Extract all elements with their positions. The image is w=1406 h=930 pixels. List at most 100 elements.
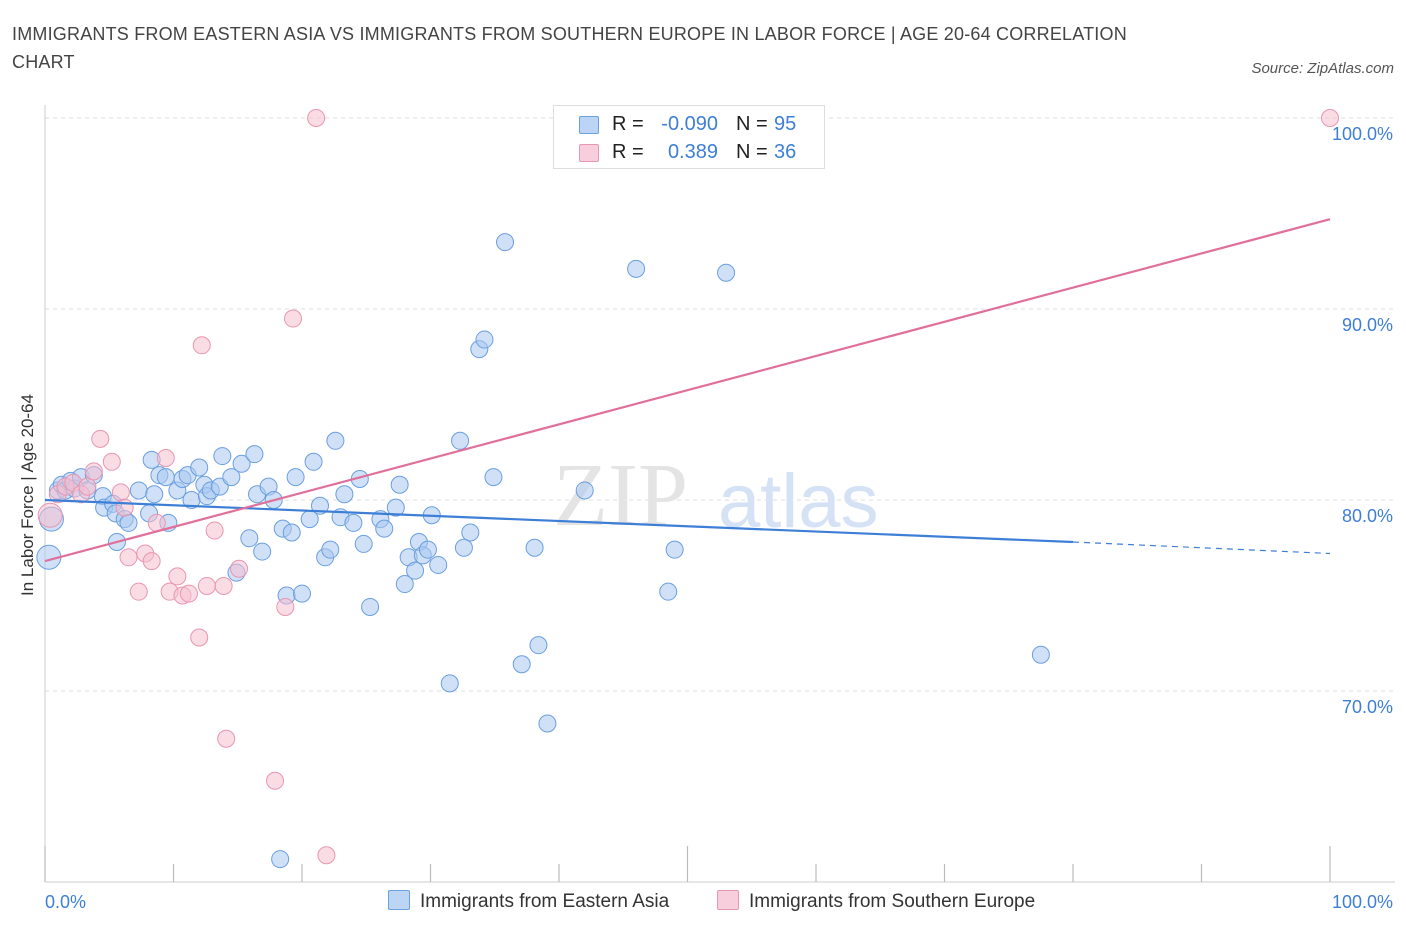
point-eastern-asia xyxy=(575,481,594,500)
point-eastern-asia xyxy=(361,597,380,616)
point-southern-europe xyxy=(217,729,236,748)
point-eastern-asia xyxy=(326,431,345,450)
point-southern-europe xyxy=(190,628,209,647)
point-southern-europe xyxy=(129,582,148,601)
legend-r-value: -0.090 xyxy=(661,113,718,135)
legend-n-value: 36 xyxy=(774,141,797,163)
point-southern-europe xyxy=(102,452,121,471)
point-southern-europe xyxy=(142,552,161,571)
point-eastern-asia xyxy=(354,534,373,553)
point-eastern-asia xyxy=(461,523,480,542)
point-eastern-asia xyxy=(286,468,305,487)
point-eastern-asia xyxy=(335,485,354,504)
chart-title: IMMIGRANTS FROM EASTERN ASIA VS IMMIGRAN… xyxy=(12,24,1127,72)
point-southern-europe xyxy=(37,502,63,528)
y-tick-label: 90.0% xyxy=(1342,315,1393,335)
point-eastern-asia xyxy=(717,263,736,282)
point-southern-europe xyxy=(307,109,326,127)
point-southern-europe xyxy=(317,846,336,865)
watermark-zip: ZIP xyxy=(553,446,688,545)
point-eastern-asia xyxy=(429,555,448,574)
point-eastern-asia xyxy=(627,259,646,278)
point-southern-europe xyxy=(266,771,285,790)
point-southern-europe xyxy=(214,576,233,595)
point-southern-europe xyxy=(230,559,249,578)
point-eastern-asia xyxy=(484,468,503,487)
point-eastern-asia xyxy=(129,481,148,500)
point-eastern-asia xyxy=(665,540,684,559)
legend-swatch-blue xyxy=(579,116,599,134)
series-legend-southern-europe: Immigrants from Southern Europe xyxy=(717,888,1035,916)
point-eastern-asia xyxy=(344,513,363,532)
point-eastern-asia xyxy=(321,540,340,559)
point-eastern-asia xyxy=(386,498,405,517)
point-eastern-asia xyxy=(418,540,437,559)
point-eastern-asia xyxy=(496,233,515,252)
point-eastern-asia xyxy=(451,431,470,450)
trendline-southern-europe xyxy=(44,218,1331,563)
point-eastern-asia xyxy=(659,582,678,601)
series-swatch-pink xyxy=(717,890,739,910)
y-tick-label: 100.0% xyxy=(1332,124,1393,144)
point-eastern-asia xyxy=(282,523,301,542)
trendline-eastern-asia-extension xyxy=(1072,541,1331,555)
y-tick-label: 70.0% xyxy=(1342,697,1393,717)
y-axis-label: In Labor Force | Age 20-64 xyxy=(18,394,37,596)
legend-n-value: 95 xyxy=(774,113,797,135)
point-southern-europe xyxy=(1321,109,1339,127)
point-eastern-asia xyxy=(190,458,209,477)
point-eastern-asia xyxy=(304,452,323,471)
legend-row-southern-europe: R = 0.389 N = 36 xyxy=(554,138,824,166)
legend-r-label: R = xyxy=(612,113,644,135)
point-southern-europe xyxy=(111,483,130,502)
point-southern-europe xyxy=(78,477,97,496)
y-tick-label: 80.0% xyxy=(1342,506,1393,526)
point-eastern-asia xyxy=(395,575,414,594)
point-southern-europe xyxy=(179,584,198,603)
point-eastern-asia xyxy=(475,330,494,349)
series-legend-eastern-asia: Immigrants from Eastern Asia xyxy=(388,888,669,916)
series-swatch-blue xyxy=(388,890,410,910)
point-eastern-asia xyxy=(440,674,459,693)
point-southern-europe xyxy=(84,462,103,481)
point-southern-europe xyxy=(276,597,295,616)
point-eastern-asia xyxy=(529,636,548,655)
legend-r-value: 0.389 xyxy=(667,141,718,163)
legend-n-label: N = xyxy=(736,113,768,135)
legend-row-eastern-asia: R = -0.090 N = 95 xyxy=(554,110,824,138)
point-eastern-asia xyxy=(293,584,311,603)
point-eastern-asia xyxy=(210,477,229,496)
point-eastern-asia xyxy=(156,468,175,487)
legend-r-label: R = xyxy=(612,141,644,163)
point-southern-europe xyxy=(168,567,187,586)
series-label: Immigrants from Southern Europe xyxy=(749,891,1036,912)
point-eastern-asia xyxy=(512,655,531,674)
x-tick-label: 0.0% xyxy=(45,892,86,912)
point-eastern-asia xyxy=(390,475,409,494)
point-southern-europe xyxy=(205,521,224,540)
x-tick-label: 100.0% xyxy=(1332,892,1393,912)
point-eastern-asia xyxy=(222,468,241,487)
series-label: Immigrants from Eastern Asia xyxy=(420,891,670,912)
point-eastern-asia xyxy=(245,445,264,464)
point-eastern-asia xyxy=(119,513,138,532)
point-eastern-asia xyxy=(375,519,394,538)
legend-swatch-pink xyxy=(579,144,599,162)
legend-n-label: N = xyxy=(736,141,768,163)
point-eastern-asia xyxy=(253,542,272,561)
stats-legend: R = -0.090 N = 95 R = 0.389 N = 36 xyxy=(553,105,825,169)
point-southern-europe xyxy=(284,309,303,328)
point-eastern-asia xyxy=(454,538,473,557)
point-eastern-asia xyxy=(525,538,544,557)
trendline-eastern-asia xyxy=(44,498,1074,544)
point-eastern-asia xyxy=(240,529,259,548)
point-eastern-asia xyxy=(271,850,290,869)
point-eastern-asia xyxy=(232,454,251,473)
point-southern-europe xyxy=(119,548,138,567)
point-southern-europe xyxy=(91,429,110,448)
point-southern-europe xyxy=(192,336,211,355)
point-eastern-asia xyxy=(1031,645,1050,664)
point-eastern-asia xyxy=(406,561,425,580)
point-southern-europe xyxy=(156,448,175,467)
point-eastern-asia xyxy=(213,447,232,466)
